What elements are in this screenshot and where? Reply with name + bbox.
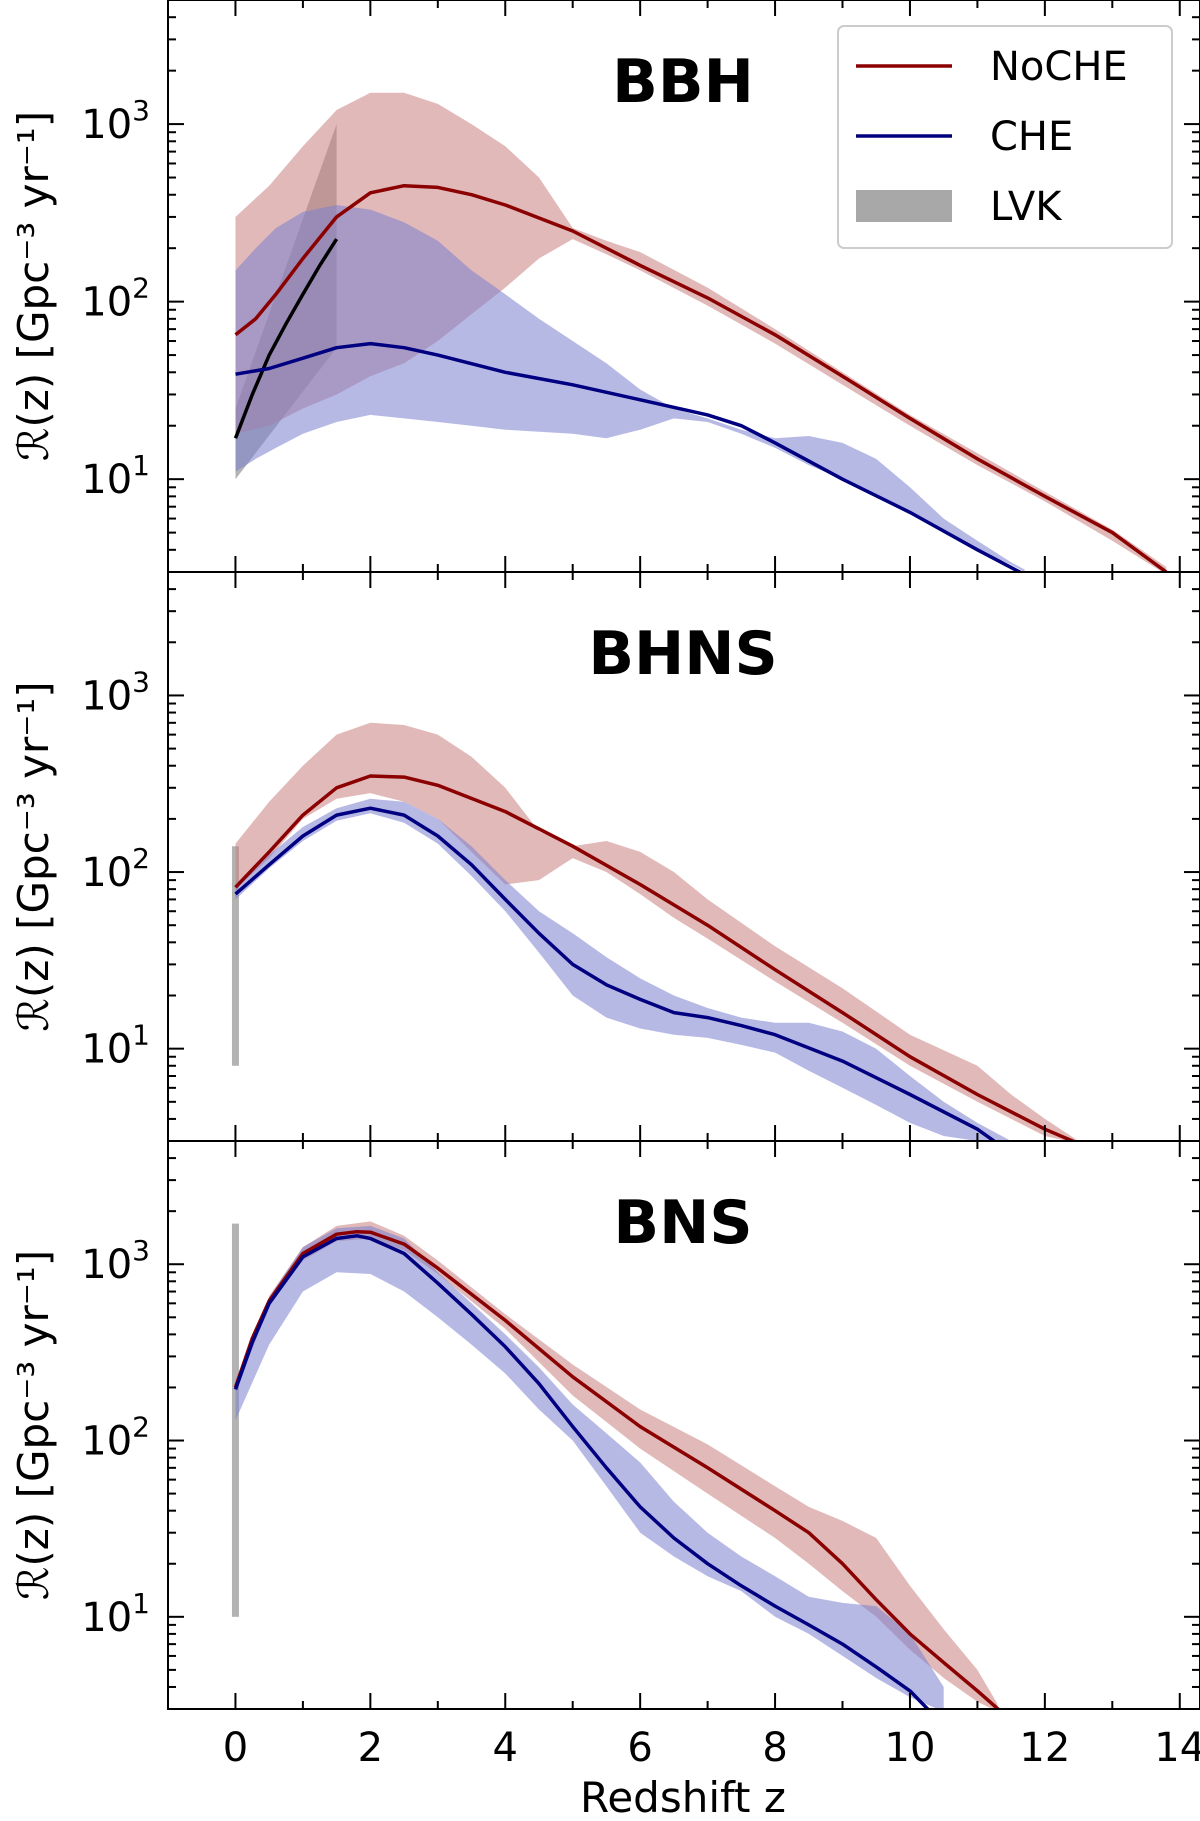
- x-tick-label: 2: [358, 1725, 383, 1771]
- panel-title: BHNS: [588, 619, 777, 689]
- panel-bhns: 101 102 103 ℛ(z) [Gpc⁻³ yr⁻¹] BHNS: [9, 571, 1200, 1142]
- legend-swatch: [856, 190, 952, 222]
- che-line: [235, 341, 1024, 572]
- axes-frame: [167, 1140, 1200, 1710]
- y-tick-label: 101: [81, 449, 150, 503]
- lvk-median-line: [233, 238, 339, 439]
- panel-title: BBH: [612, 47, 754, 117]
- x-tick-label: 10: [885, 1725, 936, 1771]
- legend-label: NoCHE: [990, 44, 1128, 90]
- noche-line: [234, 774, 1077, 1141]
- x-tick-label: 14: [1154, 1725, 1200, 1771]
- x-tick-label: 6: [627, 1725, 652, 1771]
- x-tick-label: 12: [1019, 1725, 1070, 1771]
- che-band: [235, 205, 1025, 572]
- legend-label: CHE: [990, 114, 1073, 160]
- panel-bns: 101 102 103 ℛ(z) [Gpc⁻³ yr⁻¹] BNS: [9, 1140, 1200, 1710]
- noche-line: [233, 1229, 1001, 1709]
- lvk-band: [231, 1223, 239, 1617]
- legend-label: LVK: [990, 184, 1063, 230]
- noche-line: [234, 183, 1168, 572]
- che-line: [233, 1234, 931, 1709]
- x-tick-label: 8: [762, 1725, 787, 1771]
- x-tick-label: 4: [493, 1725, 518, 1771]
- y-tick-label: 102: [81, 1411, 150, 1465]
- che-band: [235, 798, 1012, 1141]
- y-axis-label: ℛ(z) [Gpc⁻³ yr⁻¹]: [9, 681, 58, 1031]
- noche-band: [235, 92, 1167, 572]
- noche-band: [235, 722, 1079, 1141]
- y-tick-label: 103: [81, 1234, 150, 1288]
- plot-area: [231, 722, 1079, 1141]
- panel-bbh: 101 102 103 ℛ(z) [Gpc⁻³ yr⁻¹] BBH: [9, 0, 1200, 573]
- che-line: [234, 806, 997, 1141]
- y-tick-label: 102: [81, 842, 150, 896]
- y-tick-label: 103: [81, 665, 150, 719]
- y-axis-label: ℛ(z) [Gpc⁻³ yr⁻¹]: [9, 111, 58, 461]
- che-band: [235, 1225, 944, 1709]
- legend: NoCHE CHE LVK: [837, 25, 1173, 249]
- y-tick-label: 101: [81, 1019, 150, 1073]
- plot-area: [233, 92, 1168, 572]
- y-axis-label: ℛ(z) [Gpc⁻³ yr⁻¹]: [9, 1250, 58, 1600]
- y-tick-label: 102: [81, 272, 150, 326]
- lvk-band: [231, 846, 239, 1066]
- y-tick-label: 101: [81, 1587, 150, 1641]
- x-tick-label: 0: [223, 1725, 248, 1771]
- y-tick-label: 103: [81, 94, 150, 148]
- panel-title: BNS: [613, 1188, 752, 1258]
- x-axis-label: Redshift z: [580, 1773, 786, 1821]
- plot-area: [231, 1221, 1001, 1709]
